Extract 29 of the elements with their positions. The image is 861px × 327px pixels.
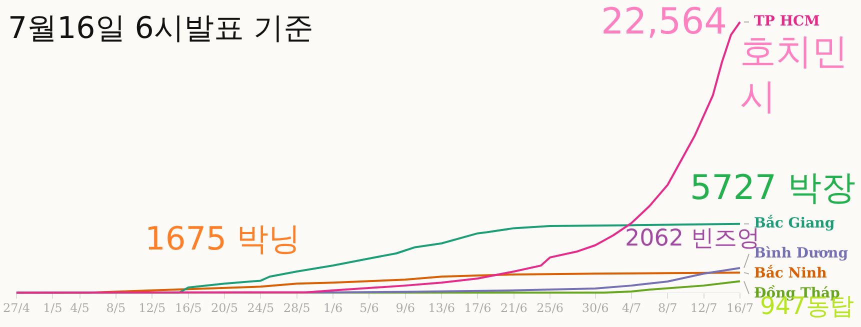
annotation: 1675 박닝: [145, 219, 301, 258]
x-tick-label: 12/7: [690, 300, 718, 315]
x-tick-label: 28/5: [283, 300, 310, 315]
annotation: 5727 박장: [690, 168, 856, 208]
annotation: 22,564: [601, 1, 727, 42]
series-label: Bắc Ninh: [754, 264, 827, 282]
x-tick-label: 24/5: [247, 300, 274, 315]
x-tick-label: 16/7: [726, 300, 754, 315]
x-tick-label: 5/6: [360, 300, 379, 315]
series-label: TP HCM: [754, 14, 820, 30]
x-tick-label: 9/6: [396, 300, 416, 315]
x-tick-label: 4/5: [70, 300, 90, 315]
x-tick-label: 8/7: [658, 300, 678, 315]
x-tick-label: 17/6: [464, 300, 492, 315]
x-tick-label: 27/4: [2, 300, 30, 315]
x-tick-label: 13/6: [428, 300, 456, 315]
x-tick-label: 25/6: [536, 300, 564, 315]
x-tick-label: 20/5: [211, 300, 238, 315]
x-tick-label: 30/6: [582, 300, 609, 315]
annotation: 호치민시: [740, 31, 848, 118]
x-tick-label: 16/5: [174, 300, 202, 315]
x-tick-label: 1/5: [42, 300, 62, 315]
series-label: Bình Dương: [754, 246, 848, 262]
x-tick-label: 1/6: [323, 300, 343, 315]
x-tick-label: 21/6: [500, 300, 528, 315]
chart-title: 7월16일 6시발표 기준: [8, 10, 314, 48]
x-tick-label: 12/5: [138, 300, 166, 315]
x-tick-label: 8/5: [106, 300, 126, 315]
x-tick-label: 4/7: [622, 300, 642, 315]
